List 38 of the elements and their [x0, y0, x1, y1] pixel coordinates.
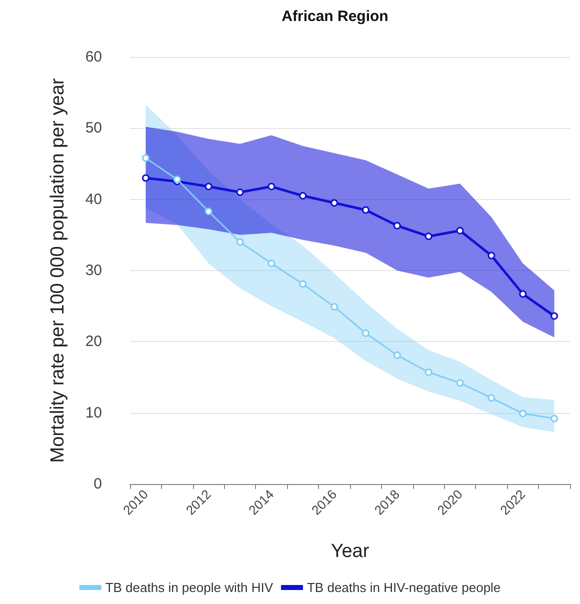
- legend-label: TB deaths in HIV-negative people: [306, 580, 501, 595]
- point: [362, 329, 370, 337]
- point: [142, 174, 150, 182]
- y-tick-label: 20: [85, 333, 102, 350]
- point: [393, 222, 401, 230]
- point: [236, 188, 244, 196]
- point: [519, 410, 527, 418]
- point: [393, 351, 401, 359]
- point: [268, 182, 276, 190]
- y-tick-label: 0: [94, 476, 102, 492]
- point: [550, 312, 558, 320]
- point: [488, 394, 496, 402]
- y-tick-label: 40: [85, 190, 102, 208]
- y-tick-label: 60: [85, 48, 102, 66]
- point: [550, 414, 558, 422]
- point: [362, 206, 370, 214]
- point: [268, 260, 276, 268]
- point: [519, 290, 527, 298]
- point: [330, 199, 338, 207]
- point: [204, 208, 212, 216]
- point: [330, 303, 338, 311]
- y-tick-label: 30: [85, 262, 102, 279]
- point: [142, 154, 150, 162]
- y-tick-label: 10: [85, 404, 102, 422]
- point: [236, 238, 244, 246]
- y-axis-title: Mortality rate per 100 000 population per year: [48, 78, 68, 463]
- point: [424, 232, 432, 240]
- point: [299, 192, 307, 200]
- legend-label: TB deaths in people with HIV: [105, 580, 274, 595]
- point: [488, 252, 496, 260]
- point: [456, 379, 464, 387]
- point: [456, 226, 464, 234]
- x-axis-title: Year: [330, 541, 370, 562]
- point: [204, 182, 212, 190]
- point: [424, 368, 432, 376]
- point: [299, 280, 307, 288]
- chart-title: African Region: [282, 8, 388, 25]
- y-tick-label: 50: [85, 120, 102, 137]
